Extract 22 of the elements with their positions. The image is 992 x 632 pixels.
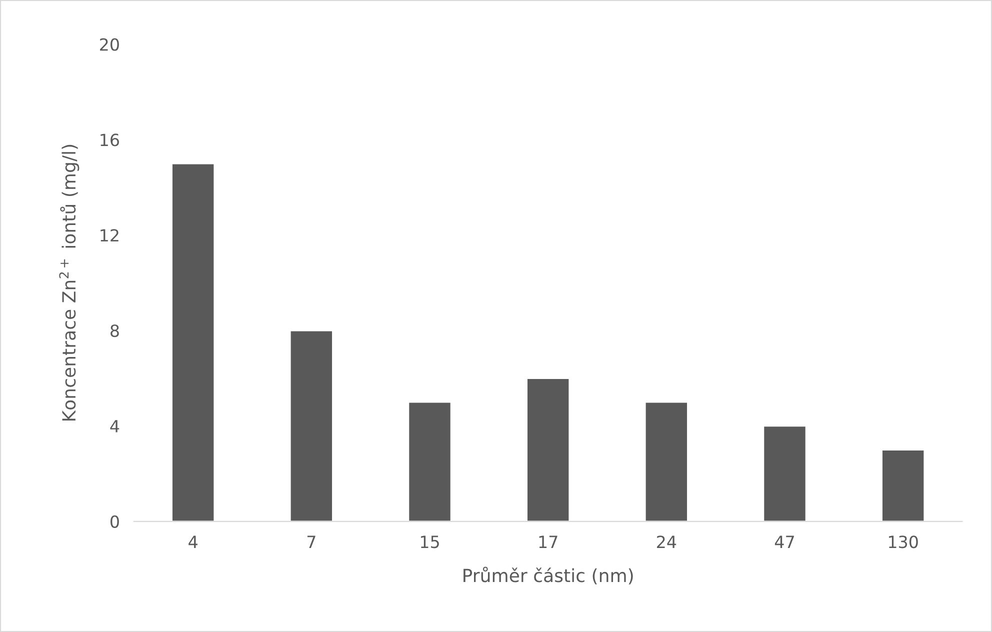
bar <box>408 401 452 522</box>
x-tick-label: 15 <box>420 536 439 548</box>
x-tick-label: 7 <box>307 536 316 548</box>
x-axis-title: Průměr částic (nm) <box>464 566 633 584</box>
x-tick-label: 47 <box>774 536 794 548</box>
y-tick-label: 12 <box>100 229 118 242</box>
bar <box>762 425 807 522</box>
bar <box>171 162 216 522</box>
x-tick-label: 4 <box>188 536 198 548</box>
bar <box>526 378 570 522</box>
bar <box>644 401 688 522</box>
y-axis-title: Koncentrace Zn$^{2+}$ iontů (mg/l) <box>59 144 80 421</box>
x-tick-label: 24 <box>657 536 676 548</box>
y-tick-label: 4 <box>110 420 120 432</box>
y-tick-label: 16 <box>100 134 119 146</box>
y-tick-label: 8 <box>110 324 119 338</box>
x-tick-label: 17 <box>539 536 558 548</box>
bar <box>881 449 926 522</box>
y-tick-label: 0 <box>110 515 119 528</box>
x-tick-label: 130 <box>889 536 918 548</box>
bar <box>289 330 334 522</box>
y-tick-label: 20 <box>100 38 119 51</box>
